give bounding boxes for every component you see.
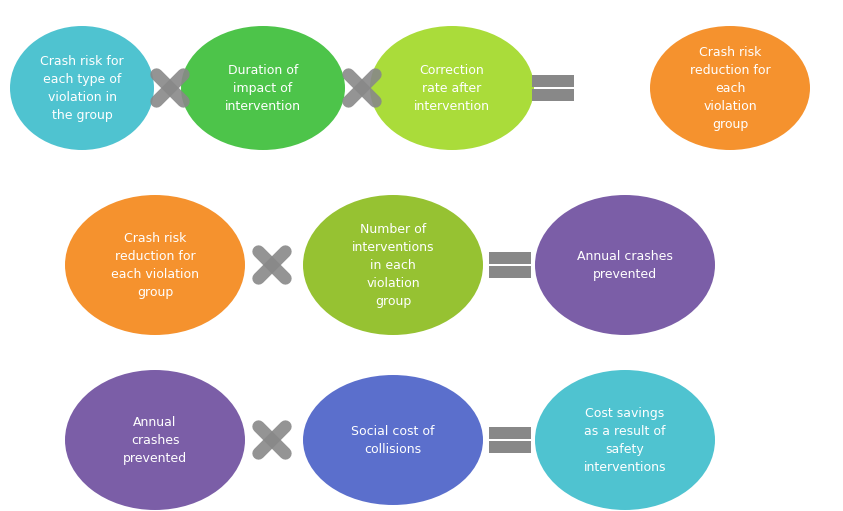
Ellipse shape <box>535 195 715 335</box>
Text: Crash risk
reduction for
each violation
group: Crash risk reduction for each violation … <box>111 231 199 298</box>
Ellipse shape <box>65 370 245 510</box>
Bar <box>532 89 574 101</box>
Bar <box>489 266 531 278</box>
Bar <box>489 441 531 453</box>
Text: Annual crashes
prevented: Annual crashes prevented <box>577 249 673 281</box>
Text: Crash risk for
each type of
violation in
the group: Crash risk for each type of violation in… <box>40 55 124 122</box>
Text: Annual
crashes
prevented: Annual crashes prevented <box>123 415 187 464</box>
Ellipse shape <box>650 26 810 150</box>
Text: Cost savings
as a result of
safety
interventions: Cost savings as a result of safety inter… <box>583 406 666 474</box>
Ellipse shape <box>181 26 345 150</box>
Ellipse shape <box>10 26 154 150</box>
Text: Number of
interventions
in each
violation
group: Number of interventions in each violatio… <box>352 222 434 308</box>
Ellipse shape <box>65 195 245 335</box>
Ellipse shape <box>303 195 483 335</box>
Bar <box>532 75 574 87</box>
Text: Crash risk
reduction for
each
violation
group: Crash risk reduction for each violation … <box>690 45 771 130</box>
Ellipse shape <box>370 26 534 150</box>
Bar <box>489 427 531 439</box>
Ellipse shape <box>303 375 483 505</box>
Text: Correction
rate after
intervention: Correction rate after intervention <box>414 63 490 112</box>
Bar <box>489 252 531 264</box>
Text: Duration of
impact of
intervention: Duration of impact of intervention <box>225 63 301 112</box>
Text: Social cost of
collisions: Social cost of collisions <box>352 425 435 455</box>
Ellipse shape <box>535 370 715 510</box>
